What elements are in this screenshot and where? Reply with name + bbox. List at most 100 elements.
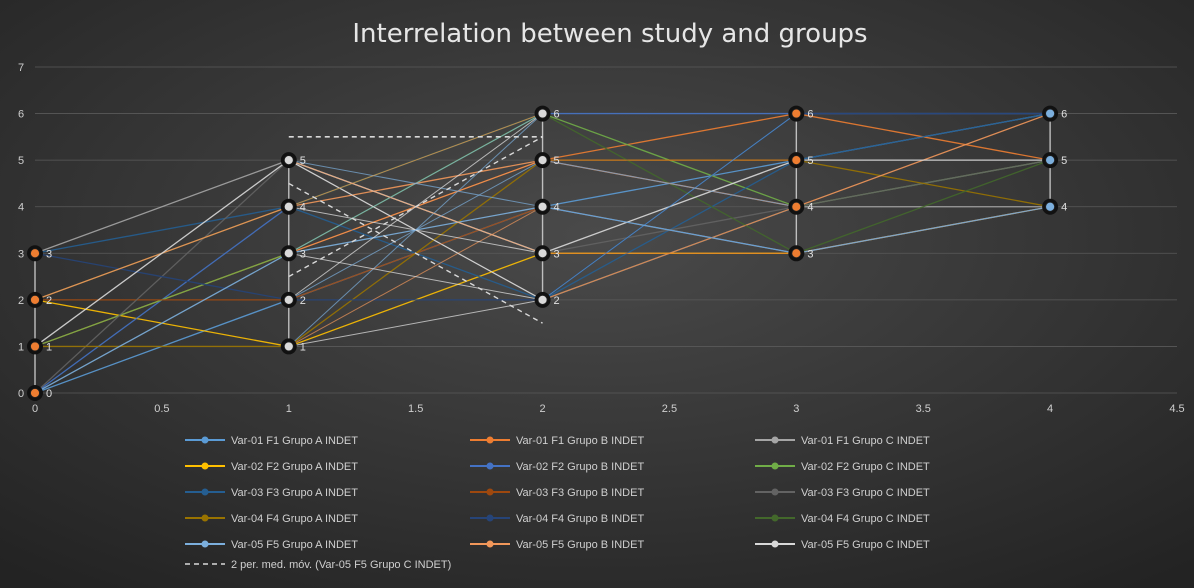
connection-line: [288, 159, 543, 208]
legend-label: Var-03 F3 Grupo B INDET: [516, 487, 644, 499]
legend-marker: [771, 462, 779, 470]
data-label: 6: [554, 109, 560, 121]
data-point: [30, 388, 40, 398]
y-tick-label: 6: [18, 109, 24, 121]
data-point: [30, 248, 40, 259]
legend-label: Var-02 F2 Grupo A INDET: [231, 461, 358, 473]
legend-marker: [486, 540, 494, 548]
connection-line: [288, 299, 543, 347]
legend-item: Var-02 F2 Grupo C INDET: [755, 461, 930, 473]
data-label: 6: [807, 109, 813, 121]
data-label: 4: [300, 202, 306, 214]
data-label: 1: [300, 341, 306, 353]
legend-label: 2 per. med. móv. (Var-05 F5 Grupo C INDE…: [231, 559, 451, 571]
legend-item: Var-02 F2 Grupo A INDET: [185, 461, 358, 473]
data-label: 5: [807, 155, 813, 167]
legend-marker: [486, 462, 494, 470]
data-label: 3: [46, 248, 52, 260]
legend-marker: [201, 514, 209, 522]
data-point: [283, 341, 294, 352]
legend-label: Var-03 F3 Grupo A INDET: [231, 487, 358, 499]
data-label: 6: [1061, 109, 1067, 121]
x-tick-label: 2: [539, 403, 545, 415]
legend-item: Var-04 F4 Grupo A INDET: [185, 513, 358, 525]
legend-marker: [486, 514, 494, 522]
data-point: [1045, 201, 1056, 212]
x-tick-label: 3: [793, 403, 799, 415]
legend-label: Var-04 F4 Grupo C INDET: [801, 513, 930, 525]
legend-marker: [201, 436, 209, 444]
connection-line: [288, 252, 543, 301]
y-tick-label: 7: [18, 62, 24, 74]
data-point: [791, 155, 802, 166]
x-tick-label: 0: [32, 403, 38, 415]
y-tick-label: 4: [18, 202, 24, 214]
legend-item: Var-02 F2 Grupo B INDET: [470, 461, 644, 473]
legend-item: Var-04 F4 Grupo C INDET: [755, 513, 930, 525]
legend-item: Var-05 F5 Grupo C INDET: [755, 539, 930, 551]
legend-item: Var-01 F1 Grupo C INDET: [755, 435, 930, 447]
data-point: [1045, 155, 1056, 166]
x-tick-label: 1.5: [408, 403, 423, 415]
data-label: 4: [1061, 202, 1067, 214]
data-point: [30, 294, 40, 305]
data-point: [791, 201, 802, 212]
data-label: 2: [300, 295, 306, 307]
data-label: 1: [46, 341, 52, 353]
data-point: [537, 248, 548, 259]
data-label: 5: [300, 155, 306, 167]
x-tick-label: 4: [1047, 403, 1053, 415]
data-point: [537, 155, 548, 166]
legend-item: Var-03 F3 Grupo A INDET: [185, 487, 358, 499]
data-point: [283, 248, 294, 259]
x-tick-label: 4.5: [1169, 403, 1184, 415]
legend-label: Var-05 F5 Grupo C INDET: [801, 539, 930, 551]
connection-line: [542, 159, 797, 208]
trendline-group: [288, 136, 543, 324]
y-tick-label: 0: [18, 388, 24, 400]
legend-marker: [486, 436, 494, 444]
data-label: 4: [554, 202, 560, 214]
chart-title: Interrelation between study and groups: [352, 19, 867, 49]
data-label: 0: [46, 388, 52, 400]
data-label: 3: [554, 248, 560, 260]
data-label: 5: [554, 155, 560, 167]
legend-item: Var-05 F5 Grupo A INDET: [185, 539, 358, 551]
y-tick-label: 3: [18, 248, 24, 260]
legend-item: Var-05 F5 Grupo B INDET: [470, 539, 644, 551]
x-tick-label: 0.5: [154, 403, 169, 415]
data-point: [283, 294, 294, 305]
legend-label: Var-04 F4 Grupo A INDET: [231, 513, 358, 525]
data-label: 3: [807, 248, 813, 260]
data-point: [537, 201, 548, 212]
legend-label: Var-03 F3 Grupo C INDET: [801, 487, 930, 499]
connection-line: [542, 113, 797, 301]
connection-line: [542, 206, 797, 254]
legend-item: Var-01 F1 Grupo B INDET: [470, 435, 644, 447]
legend-item-trendline: 2 per. med. móv. (Var-05 F5 Grupo C INDE…: [185, 559, 451, 571]
legend-label: Var-01 F1 Grupo C INDET: [801, 435, 930, 447]
legend-label: Var-01 F1 Grupo A INDET: [231, 435, 358, 447]
data-label: 4: [807, 202, 813, 214]
data-point: [30, 341, 40, 352]
legend-item: Var-01 F1 Grupo A INDET: [185, 435, 358, 447]
legend-label: Var-05 F5 Grupo B INDET: [516, 539, 644, 551]
data-point: [791, 108, 802, 119]
legend: Var-01 F1 Grupo A INDET Var-01 F1 Grupo B…: [185, 435, 930, 571]
data-point: [537, 108, 548, 119]
data-point: [283, 155, 294, 166]
markers: [27, 105, 1059, 401]
data-label: 3: [300, 248, 306, 260]
legend-label: Var-02 F2 Grupo B INDET: [516, 461, 644, 473]
data-label: 2: [554, 295, 560, 307]
legend-label: Var-05 F5 Grupo A INDET: [231, 539, 358, 551]
legend-marker: [771, 540, 779, 548]
legend-marker: [771, 436, 779, 444]
legend-item: Var-03 F3 Grupo C INDET: [755, 487, 930, 499]
legend-marker: [771, 488, 779, 496]
data-point: [1045, 108, 1056, 119]
legend-label: Var-04 F4 Grupo B INDET: [516, 513, 644, 525]
trendline: [288, 136, 543, 278]
